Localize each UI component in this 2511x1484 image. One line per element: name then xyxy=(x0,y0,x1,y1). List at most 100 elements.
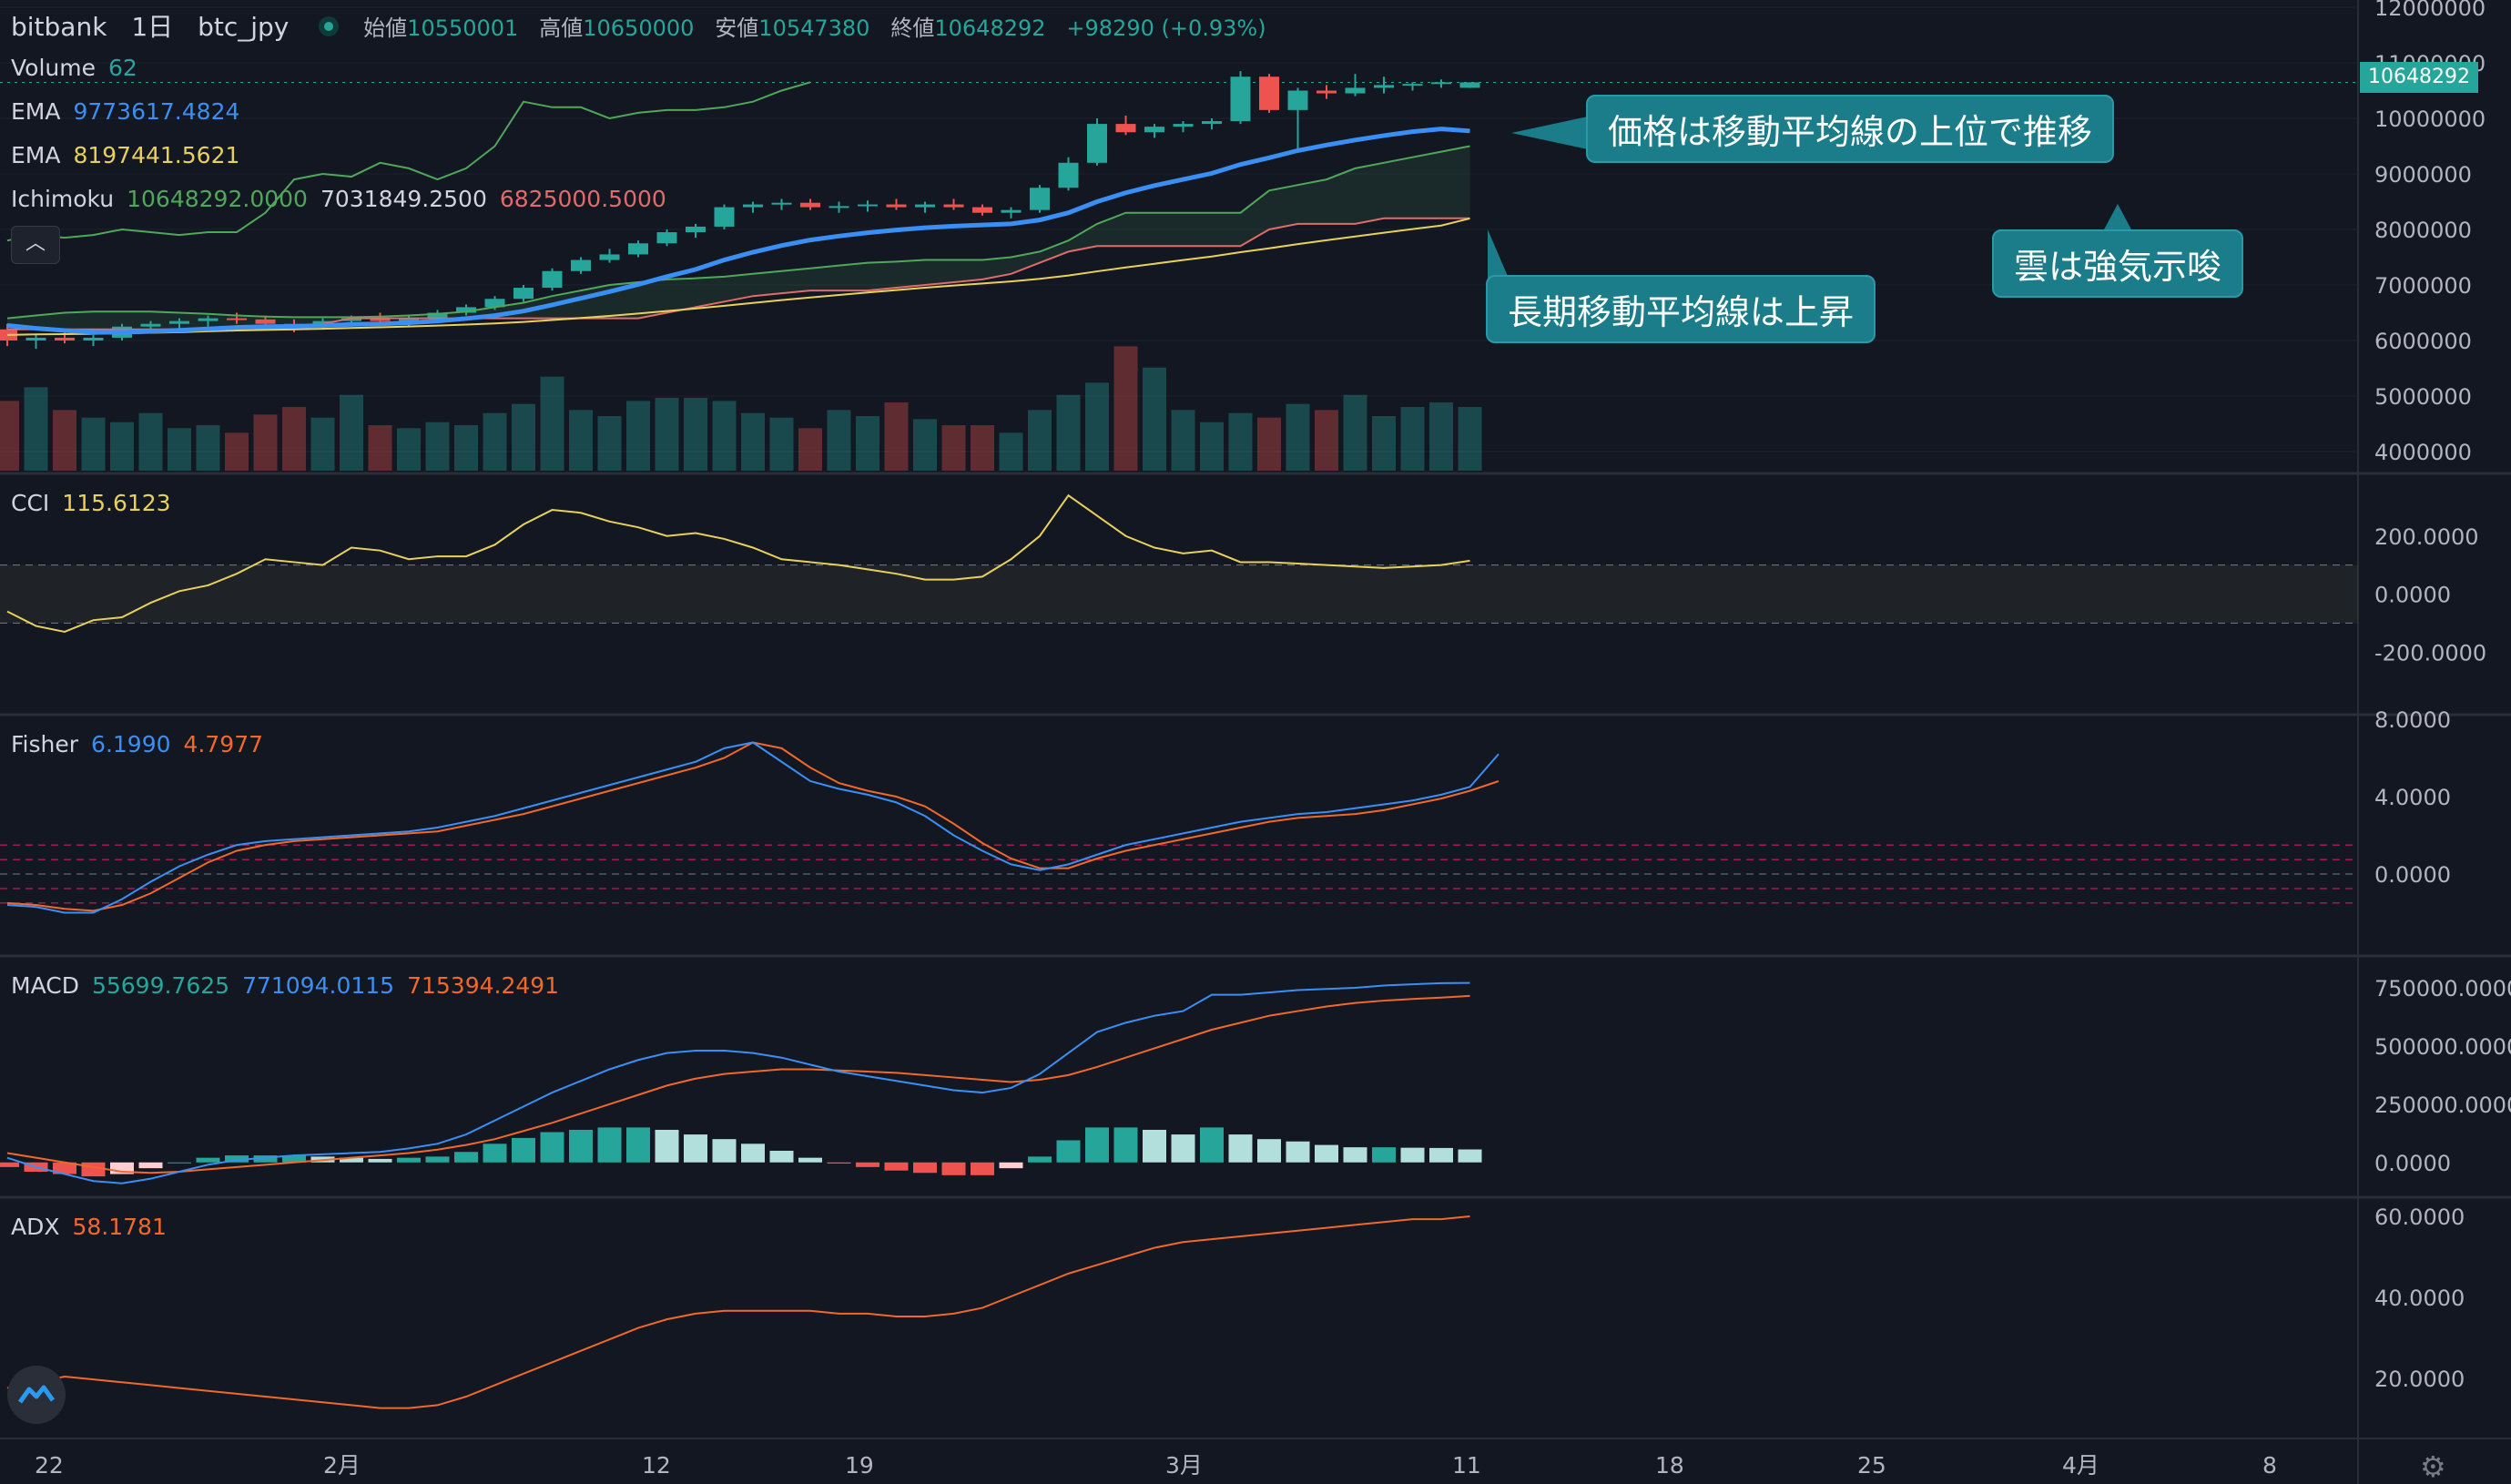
volume-bar xyxy=(626,401,650,471)
volume-bar xyxy=(827,410,851,471)
candle-body xyxy=(83,337,104,341)
market-status-icon xyxy=(319,16,340,36)
volume-bar xyxy=(24,387,48,471)
date-tick-label: 19 xyxy=(845,1452,874,1479)
volume-bar xyxy=(0,401,19,471)
candle-body xyxy=(140,323,161,327)
macd-histogram-bar xyxy=(741,1143,765,1163)
macd-histogram-bar xyxy=(253,1155,278,1163)
volume-bar xyxy=(597,416,622,471)
cci-tick-label: 0.0000 xyxy=(2374,583,2451,608)
candle-body xyxy=(456,307,476,313)
logo-icon xyxy=(18,1385,55,1404)
macd-histogram-bar xyxy=(397,1157,421,1163)
candle-body xyxy=(542,270,563,289)
callout-price-above-ma[interactable]: 価格は移動平均線の上位で推移 xyxy=(1586,95,2115,163)
legend-ema-slow[interactable]: EMA 8197441.5621 xyxy=(11,142,252,169)
legend-adx[interactable]: ADX 58.1781 xyxy=(11,1214,179,1241)
candle-body xyxy=(1345,87,1366,94)
macd-signal-line xyxy=(6,994,1470,1174)
macd-histogram-bar xyxy=(913,1162,937,1174)
collapse-legend-button[interactable]: ︿ xyxy=(11,226,60,264)
date-tick-label: 8 xyxy=(2262,1452,2277,1479)
price-tick-label: 7000000 xyxy=(2374,273,2472,299)
low-value: 10547380 xyxy=(758,15,870,41)
macd-histogram-bar xyxy=(626,1127,650,1163)
price-tick-label: 4000000 xyxy=(2374,440,2472,465)
price-tick-label: 6000000 xyxy=(2374,329,2472,354)
callout-pointer xyxy=(1511,117,1588,149)
macd-line xyxy=(6,981,1470,1184)
ichimoku-cloud xyxy=(7,146,1470,330)
macd-histogram-bar xyxy=(712,1139,737,1163)
volume-bar xyxy=(1200,422,1224,471)
volume-bar xyxy=(454,425,478,471)
last-price-tag: 10648292 xyxy=(2360,62,2478,93)
legend-volume-name: Volume xyxy=(11,55,96,81)
candle-body xyxy=(1259,76,1279,110)
volume-bar xyxy=(483,412,507,471)
settings-gear-icon[interactable]: ⚙ xyxy=(2420,1449,2446,1484)
legend-volume[interactable]: Volume 62 xyxy=(11,55,150,82)
legend-adx-name: ADX xyxy=(11,1214,60,1240)
tradingview-logo[interactable] xyxy=(7,1366,66,1424)
macd-tick-label: 0.0000 xyxy=(2374,1151,2451,1176)
macd-histogram-bar xyxy=(1085,1127,1109,1163)
indicator-lines xyxy=(6,81,2132,1409)
legend-ema-fast-name: EMA xyxy=(11,98,61,125)
volume-bar xyxy=(368,425,392,471)
legend-cci-name: CCI xyxy=(11,490,50,516)
volume-bar xyxy=(512,403,535,471)
callout-pointer xyxy=(1488,229,1510,280)
candle-body xyxy=(571,259,591,271)
candle-body xyxy=(255,319,276,324)
candle-body xyxy=(1001,209,1022,213)
volume-bar xyxy=(397,428,421,471)
candle-body xyxy=(1202,121,1222,125)
macd-histogram-bar xyxy=(1315,1144,1338,1163)
cci-band xyxy=(0,564,2358,624)
macd-histogram-bar xyxy=(1028,1156,1052,1163)
legend-cci[interactable]: CCI 115.6123 xyxy=(11,490,184,517)
candle-body xyxy=(1374,85,1394,88)
macd-histogram-bar xyxy=(1458,1149,1482,1163)
candle-body xyxy=(915,204,935,208)
volume-bar xyxy=(1429,402,1453,471)
low-label: 安値 xyxy=(715,15,759,41)
volume-bar xyxy=(741,412,765,471)
legend-ema-fast[interactable]: EMA 9773617.4824 xyxy=(11,98,252,126)
exchange-name[interactable]: bitbank xyxy=(11,12,107,42)
candle-body xyxy=(1230,76,1251,122)
legend-fisher-v2: 4.7977 xyxy=(183,731,264,757)
interval[interactable]: 1日 xyxy=(131,12,174,42)
legend-ichimoku[interactable]: Ichimoku 10648292.0000 7031849.2500 6825000… xyxy=(11,186,679,213)
candle-body xyxy=(743,204,763,208)
macd-histogram-bar xyxy=(483,1143,507,1163)
macd-histogram-bar xyxy=(340,1157,363,1163)
candle-body xyxy=(513,288,534,300)
symbol-name[interactable]: btc_jpy xyxy=(198,12,290,42)
callout-pointer xyxy=(2103,204,2132,231)
price-tick-label: 8000000 xyxy=(2374,218,2472,243)
macd-tick-label: 500000.0000 xyxy=(2374,1034,2511,1060)
close-label: 終値 xyxy=(890,15,935,41)
candle-body xyxy=(169,320,189,324)
macd-histogram-bar xyxy=(1372,1147,1396,1163)
legend-volume-value: 62 xyxy=(107,55,137,81)
legend-fisher[interactable]: Fisher 6.1990 4.7977 xyxy=(11,731,276,758)
candle-body xyxy=(341,318,361,321)
legend-macd[interactable]: MACD 55699.7625 771094.0115 715394.2491 xyxy=(11,972,572,1000)
callout-long-ma-rising[interactable]: 長期移動平均線は上昇 xyxy=(1486,275,1876,343)
volume-bar xyxy=(253,414,278,471)
volume-bar xyxy=(110,422,134,471)
volume-bar xyxy=(1085,382,1109,471)
macd-histogram-bar xyxy=(138,1162,163,1169)
macd-histogram-bar xyxy=(454,1152,478,1163)
price-tick-label: 12000000 xyxy=(2374,0,2486,21)
callout-cloud-bullish[interactable]: 雲は強気示唆 xyxy=(1992,229,2244,298)
candle-body xyxy=(943,204,964,208)
macd-histogram-bar xyxy=(282,1155,306,1163)
volume-bar xyxy=(684,398,707,471)
